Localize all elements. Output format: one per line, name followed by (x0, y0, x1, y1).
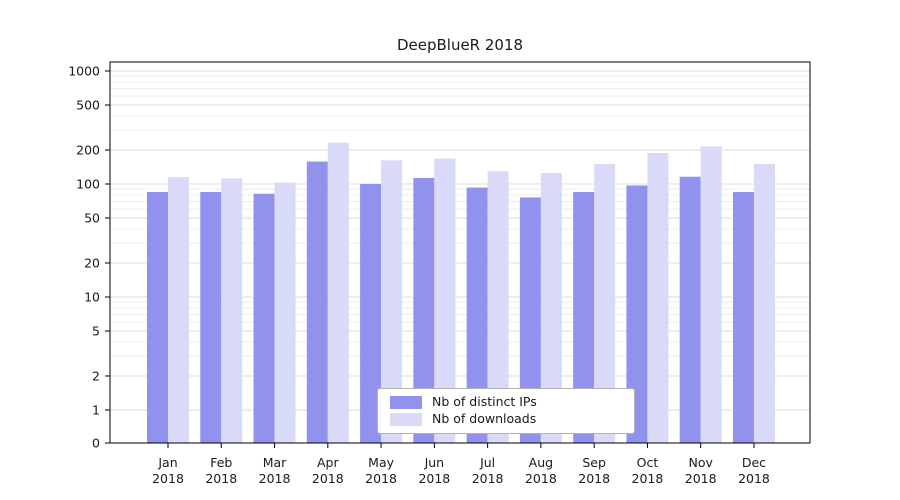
x-tick-label-year: 2018 (578, 471, 610, 486)
legend-swatch-distinct-ips (390, 396, 422, 409)
x-tick-label-year: 2018 (685, 471, 717, 486)
bar-nb-of-distinct-ips-aug (519, 197, 541, 443)
bar-nb-of-downloads-jun (434, 158, 456, 444)
bar-nb-of-downloads-jul (487, 171, 509, 444)
x-tick-label-month: Jun (424, 455, 445, 470)
x-tick-label-year: 2018 (205, 471, 237, 486)
y-tick-label: 200 (76, 142, 100, 157)
bar-nb-of-distinct-ips-feb (200, 191, 222, 443)
y-tick-label: 5 (92, 324, 100, 339)
bar-nb-of-distinct-ips-sep (573, 191, 595, 443)
axes: 01251020501002005001000Jan2018Feb2018Mar… (68, 61, 811, 486)
y-tick-label: 100 (76, 177, 100, 192)
bar-nb-of-distinct-ips-jan (147, 191, 168, 443)
x-tick-label-year: 2018 (418, 471, 450, 486)
x-tick-label-month: Aug (529, 455, 553, 470)
x-tick-label-month: Feb (210, 455, 232, 470)
x-tick-label-year: 2018 (632, 471, 664, 486)
bar-nb-of-downloads-mar (274, 182, 296, 444)
bars (147, 142, 775, 444)
x-tick-label-month: Dec (742, 455, 766, 470)
x-tick-label-month: Mar (263, 455, 287, 470)
x-tick-label-year: 2018 (312, 471, 344, 486)
bar-nb-of-downloads-dec (753, 164, 775, 443)
legend-item-distinct-ips: Nb of distinct IPs (378, 396, 634, 409)
x-tick-label-month: Oct (637, 455, 659, 470)
x-tick-label-year: 2018 (738, 471, 770, 486)
y-tick-label: 20 (84, 255, 100, 270)
x-tick-label-year: 2018 (259, 471, 291, 486)
x-tick-label-month: Nov (688, 455, 713, 470)
x-tick-label-month: May (368, 455, 394, 470)
x-tick-label-month: Jul (479, 455, 495, 470)
y-tick-label: 2 (92, 368, 100, 383)
x-tick-label-year: 2018 (472, 471, 504, 486)
bar-nb-of-distinct-ips-jun (413, 178, 435, 443)
x-tick-label-year: 2018 (525, 471, 557, 486)
legend-label-distinct-ips: Nb of distinct IPs (432, 394, 537, 410)
bar-nb-of-downloads-jan (168, 177, 189, 443)
bar-nb-of-downloads-aug (540, 173, 562, 443)
bar-nb-of-distinct-ips-mar (253, 193, 275, 443)
bar-nb-of-distinct-ips-nov (679, 176, 701, 443)
y-tick-label: 0 (92, 436, 100, 451)
y-tick-label: 500 (76, 98, 100, 113)
bar-nb-of-downloads-nov (700, 146, 722, 443)
bar-nb-of-downloads-oct (647, 153, 669, 444)
y-tick-label: 1 (92, 403, 100, 418)
x-tick-label-year: 2018 (365, 471, 397, 486)
bar-nb-of-distinct-ips-may (360, 184, 382, 443)
bar-nb-of-downloads-apr (327, 142, 349, 443)
bar-nb-of-distinct-ips-apr (306, 161, 328, 443)
legend-swatch-downloads (390, 413, 422, 426)
x-tick-label-year: 2018 (152, 471, 184, 486)
bar-nb-of-downloads-feb (221, 178, 243, 444)
bar-nb-of-downloads-sep (594, 164, 616, 443)
x-tick-label-month: Apr (317, 455, 339, 470)
bar-nb-of-downloads-may (381, 160, 403, 443)
legend-label-downloads: Nb of downloads (432, 411, 537, 427)
y-tick-label: 1000 (68, 64, 100, 79)
bar-nb-of-distinct-ips-jul (466, 187, 488, 443)
chart-title: DeepBlueR 2018 (397, 36, 523, 54)
chart-legend: Nb of distinct IPs Nb of downloads (377, 388, 635, 434)
bar-nb-of-distinct-ips-dec (732, 191, 754, 443)
bar-nb-of-distinct-ips-oct (626, 185, 648, 443)
x-tick-label-month: Sep (582, 455, 606, 470)
y-tick-label: 10 (84, 290, 100, 305)
legend-item-downloads: Nb of downloads (378, 413, 634, 426)
x-tick-label-month: Jan (157, 455, 177, 470)
plot-frame (109, 61, 811, 444)
y-tick-label: 50 (84, 211, 100, 226)
